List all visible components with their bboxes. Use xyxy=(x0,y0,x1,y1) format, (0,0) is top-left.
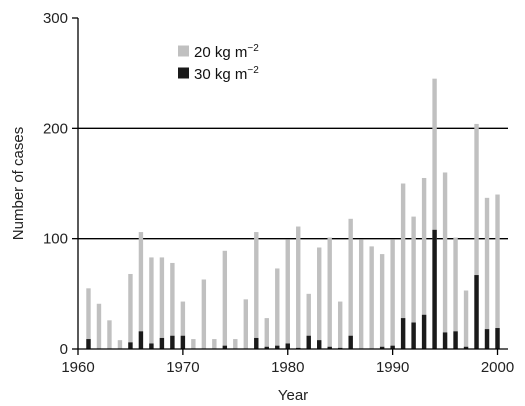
legend-swatch-20kg xyxy=(178,45,189,57)
bar-20kg-1964 xyxy=(117,340,123,349)
bar-20kg-1995 xyxy=(442,172,448,349)
bar-30kg-1969 xyxy=(170,335,175,349)
bar-20kg-1991 xyxy=(400,183,406,349)
bar-20kg-1969 xyxy=(170,262,175,349)
ticks: 0 100 200 300 1960 1970 1980 1990 2000 xyxy=(43,10,514,376)
bar-30kg-1984 xyxy=(327,346,332,349)
x-tick-label-1980: 1980 xyxy=(271,359,304,376)
bar-30kg-1961 xyxy=(86,339,91,349)
bar-30kg-1991 xyxy=(400,318,406,349)
bar-30kg-1996 xyxy=(453,331,458,349)
bar-20kg-1961 xyxy=(86,288,91,349)
x-axis-title: Year xyxy=(278,387,308,404)
bar-20kg-1992 xyxy=(411,216,416,349)
bar-20kg-1984 xyxy=(327,237,332,349)
bar-20kg-1980 xyxy=(285,239,290,349)
legend-label-20kg-sup: −2 xyxy=(247,43,259,54)
bar-20kg-1981 xyxy=(296,226,301,349)
bar-30kg-1999 xyxy=(484,329,490,349)
legend-label-30kg: 30 kg m−2 xyxy=(194,65,259,83)
y-axis-title: Number of cases xyxy=(10,127,27,240)
bar-30kg-1977 xyxy=(254,337,259,349)
bar-20kg-1993 xyxy=(421,177,427,349)
bar-20kg-1967 xyxy=(149,257,154,349)
legend: 20 kg m−2 30 kg m−2 xyxy=(178,43,259,83)
y-tick-label-200: 200 xyxy=(43,120,68,137)
bar-20kg-1968 xyxy=(159,257,165,349)
bar-30kg-1983 xyxy=(317,340,322,349)
bar-20kg-1983 xyxy=(317,247,322,349)
bar-30kg-1995 xyxy=(442,332,448,349)
bar-20kg-1985 xyxy=(337,301,343,349)
bar-20kg-1999 xyxy=(484,197,490,349)
bar-20kg-1971 xyxy=(191,339,196,349)
bar-30kg-1980 xyxy=(285,343,290,349)
bar-30kg-1974 xyxy=(222,345,228,349)
x-tick-label-1960: 1960 xyxy=(61,359,94,376)
bar-20kg-1972 xyxy=(201,279,207,349)
bar-20kg-1990 xyxy=(390,239,395,349)
bar-20kg-1986 xyxy=(348,218,353,349)
bar-20kg-1962 xyxy=(96,303,102,349)
bar-20kg-1965 xyxy=(128,273,133,349)
bar-30kg-1967 xyxy=(149,343,154,349)
x-tick-label-1970: 1970 xyxy=(166,359,199,376)
bar-20kg-1998 xyxy=(474,123,479,349)
bar-30kg-2000 xyxy=(495,328,500,349)
y-tick-label-300: 300 xyxy=(43,10,68,27)
bar-20kg-1977 xyxy=(254,232,259,349)
axes xyxy=(77,18,508,350)
bar-30kg-1986 xyxy=(348,335,353,349)
bar-30kg-1965 xyxy=(128,342,133,349)
bar-30kg-1993 xyxy=(421,314,427,349)
bar-20kg-1996 xyxy=(453,237,458,349)
bar-30kg-1990 xyxy=(390,345,395,349)
bar-30kg-1997 xyxy=(463,346,469,349)
x-tick-label-2000: 2000 xyxy=(481,359,514,376)
bar-30kg-1970 xyxy=(180,335,186,349)
bar-20kg-1978 xyxy=(264,318,269,349)
legend-label-20kg-main: 20 kg m xyxy=(194,44,247,61)
bar-30kg-1992 xyxy=(411,322,416,349)
bar-20kg-1973 xyxy=(212,339,217,349)
bar-20kg-1975 xyxy=(233,339,238,349)
bar-20kg-1994 xyxy=(432,78,437,350)
legend-label-20kg: 20 kg m−2 xyxy=(194,43,259,61)
bar-30kg-1998 xyxy=(474,275,479,349)
bar-20kg-1982 xyxy=(306,293,311,349)
bar-20kg-1989 xyxy=(379,254,385,349)
bar-20kg-1987 xyxy=(358,239,364,349)
bar-30kg-1994 xyxy=(432,229,437,349)
bar-20kg-2000 xyxy=(495,194,500,349)
legend-swatch-30kg xyxy=(178,67,189,79)
legend-label-30kg-sup: −2 xyxy=(247,65,259,76)
bar-30kg-1966 xyxy=(138,331,144,349)
y-tick-label-0: 0 xyxy=(60,341,68,358)
bar-20kg-1976 xyxy=(243,299,248,349)
bar-30kg-1979 xyxy=(275,345,280,349)
bar-30kg-1968 xyxy=(159,337,165,349)
bar-30kg-1978 xyxy=(264,346,269,349)
bar-30kg-1989 xyxy=(379,346,385,349)
bar-20kg-1963 xyxy=(107,320,112,349)
bar-20kg-1979 xyxy=(275,268,280,349)
bar-20kg-1988 xyxy=(369,246,374,349)
bars xyxy=(86,78,500,350)
x-tick-label-1990: 1990 xyxy=(376,359,409,376)
bar-20kg-1966 xyxy=(138,232,144,349)
y-tick-label-100: 100 xyxy=(43,231,68,248)
bar-20kg-1970 xyxy=(180,301,186,349)
bar-30kg-1982 xyxy=(306,335,311,349)
legend-label-30kg-main: 30 kg m xyxy=(194,66,247,83)
bar-20kg-1997 xyxy=(463,290,469,349)
bar-20kg-1974 xyxy=(222,250,228,349)
